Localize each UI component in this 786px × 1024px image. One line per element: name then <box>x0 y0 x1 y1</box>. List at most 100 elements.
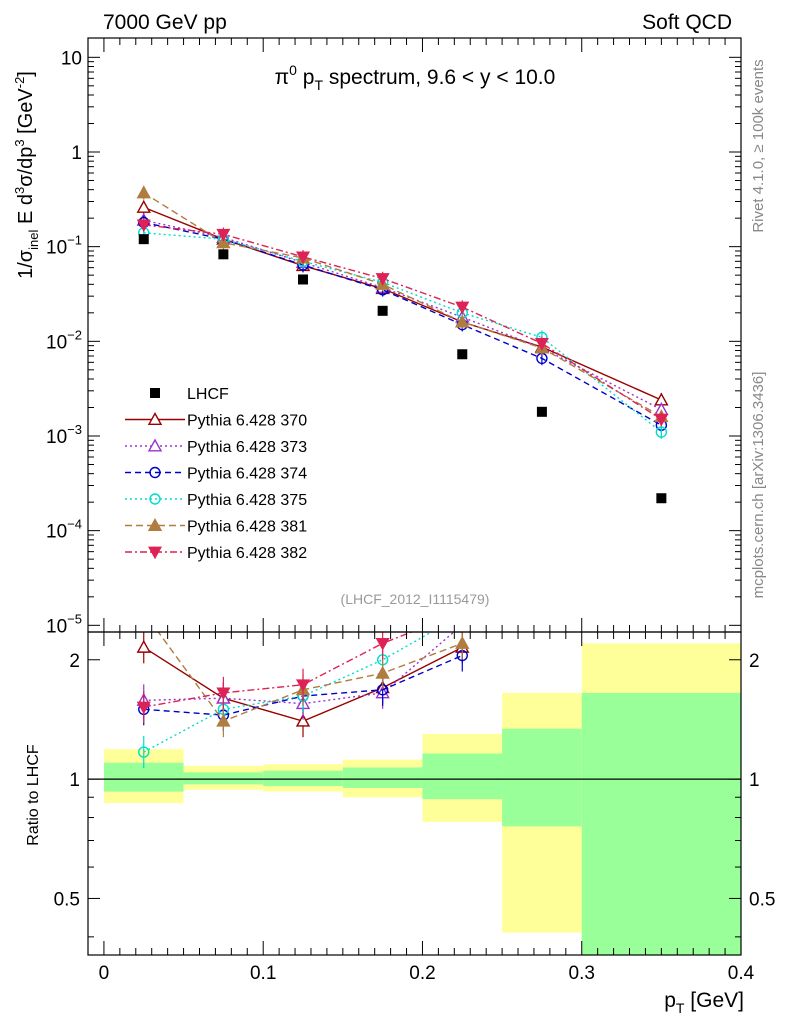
legend-marker-5 <box>147 546 163 560</box>
legend-label-3: Pythia 6.428 375 <box>187 492 307 509</box>
band-green-6 <box>581 692 741 955</box>
main-ylabel-c: σ/dp <box>15 147 37 187</box>
title-pi-sup: 0 <box>289 62 297 78</box>
main-ytick-exp: −1 <box>67 233 82 248</box>
ratio-ylabel: Ratio to LHCF <box>25 744 42 846</box>
xtick-label-4: 0.4 <box>728 963 755 984</box>
plot-title: π0 pT spectrum, 9.6 < y < 10.0 <box>275 62 556 93</box>
band-green-1 <box>183 772 264 785</box>
ratio-series <box>136 632 470 769</box>
band-green-2 <box>263 770 343 787</box>
main-marker-5-4 <box>455 301 470 315</box>
main-line-1 <box>143 219 662 411</box>
legend-label-1: Pythia 6.428 373 <box>187 439 307 456</box>
main-ylabel-c-sup: 3 <box>12 139 27 146</box>
ratio-marker-0-2 <box>295 713 311 727</box>
band-green-4 <box>422 753 503 800</box>
main-ytick-base: 1 <box>71 143 82 164</box>
main-ytick-label-3: 10−2 <box>46 327 82 353</box>
title-rest: spectrum, 9.6 < y < 10.0 <box>323 66 555 89</box>
ratio-marker-5-0 <box>136 701 151 715</box>
main-ytick-label-4: 10−3 <box>46 422 82 448</box>
main-ylabel-b-sup: 3 <box>12 187 27 194</box>
legend: LHCF Pythia 6.428 370 Pythia 6.428 373 Pyth… <box>125 386 307 562</box>
main-marker-5-1 <box>216 228 231 242</box>
main-ytick-base: 10 <box>46 238 67 259</box>
ratio-marker-4-1 <box>216 713 231 727</box>
ratio-marker-3-0 <box>138 746 150 758</box>
ratio-ytick-label-2: 0.5 <box>54 889 80 910</box>
ratio-marker-5-2 <box>295 679 311 692</box>
main-ytick-base: 10 <box>46 616 67 637</box>
main-marker-4-0 <box>136 185 151 199</box>
legend-marker-3 <box>149 493 161 505</box>
main-ylabel-b: E d <box>15 194 37 230</box>
ratio-marker-5-1 <box>216 687 231 701</box>
lhcf-point-4 <box>457 349 468 360</box>
legend-label-2: Pythia 6.428 374 <box>187 466 307 483</box>
main-ylabel-a-sub: inel <box>26 229 41 249</box>
main-marker-0-0 <box>136 199 151 213</box>
xlabel: pT [GeV] <box>664 989 744 1016</box>
band-green-5 <box>502 728 582 827</box>
main-marker-4-1 <box>216 235 231 249</box>
legend-label-0: Pythia 6.428 370 <box>187 413 307 430</box>
ratio-marker-4-4 <box>455 635 470 649</box>
main-ylabel-e: ] <box>15 71 37 77</box>
ratio-ytick-label-0: 2 <box>69 651 80 672</box>
ratio-marker-4-3 <box>375 665 390 679</box>
main-ytick-base: 10 <box>61 48 82 69</box>
lhcf-point-1 <box>218 249 229 260</box>
main-ylabel-a: 1/σ <box>15 249 37 279</box>
main-ylabel-d: [GeV <box>15 88 37 140</box>
main-marker-5-3 <box>375 273 390 286</box>
ratio-ytick-label-right-2: 0.5 <box>749 889 775 910</box>
main-ylabel: 1/σinel E d3σ/dp3 [GeV-2] <box>12 71 41 279</box>
ratio-marker-0-0 <box>136 639 151 653</box>
mcplots-credit: mcplots.cern.ch [arXiv:1306.3436] <box>750 372 767 599</box>
ratio-ytick-label-right-0: 2 <box>749 651 760 672</box>
header-right: Soft QCD <box>642 11 732 34</box>
main-ytick-exp: −2 <box>67 327 82 342</box>
legend-label-4: Pythia 6.428 381 <box>187 519 307 536</box>
lhcf-point-2 <box>298 274 309 285</box>
title-pi: π <box>275 66 290 89</box>
main-marker-4-4 <box>455 314 470 328</box>
main-ylabel-d-sup: -2 <box>12 77 27 89</box>
main-line-4 <box>143 192 662 418</box>
header-left: 7000 GeV pp <box>103 11 227 34</box>
legend-marker-2 <box>149 466 161 479</box>
legend-marker-1 <box>147 438 163 452</box>
lhcf-point-6 <box>656 493 667 504</box>
main-series <box>136 185 669 439</box>
main-marker-3-6 <box>655 426 668 438</box>
xlabel-p: p <box>664 989 676 1012</box>
main-marker-5-6 <box>654 413 669 427</box>
lhcf-point-3 <box>377 305 388 316</box>
main-ytick-label-1: 1 <box>71 143 82 164</box>
main-ytick-base: 10 <box>46 522 67 543</box>
xlabel-unit: [GeV] <box>684 989 744 1012</box>
legend-label-lhcf: LHCF <box>187 386 229 403</box>
main-ytick-exp: −4 <box>67 517 82 532</box>
main-ytick-base: 10 <box>46 332 67 353</box>
legend-marker-4 <box>147 518 163 531</box>
xtick-label-0: 0 <box>99 963 110 984</box>
main-ytick-label-6: 10−5 <box>46 611 82 637</box>
legend-label-5: Pythia 6.428 382 <box>187 545 307 562</box>
main-ytick-exp: −5 <box>67 611 82 626</box>
lhcf-point-0 <box>138 234 149 245</box>
main-frame <box>87 37 742 633</box>
band-green-3 <box>342 767 423 788</box>
main-ytick-exp: −3 <box>67 422 82 437</box>
main-marker-5-5 <box>534 338 549 351</box>
main-ytick-label-2: 10−1 <box>46 233 82 259</box>
main-marker-5-2 <box>295 251 311 265</box>
ratio-ytick-label-right-1: 1 <box>749 770 760 791</box>
title-p: p <box>297 66 315 89</box>
xlabel-sub: T <box>676 1000 685 1016</box>
lhcf-point-5 <box>536 406 547 417</box>
ratio-marker-5-3 <box>375 637 390 651</box>
